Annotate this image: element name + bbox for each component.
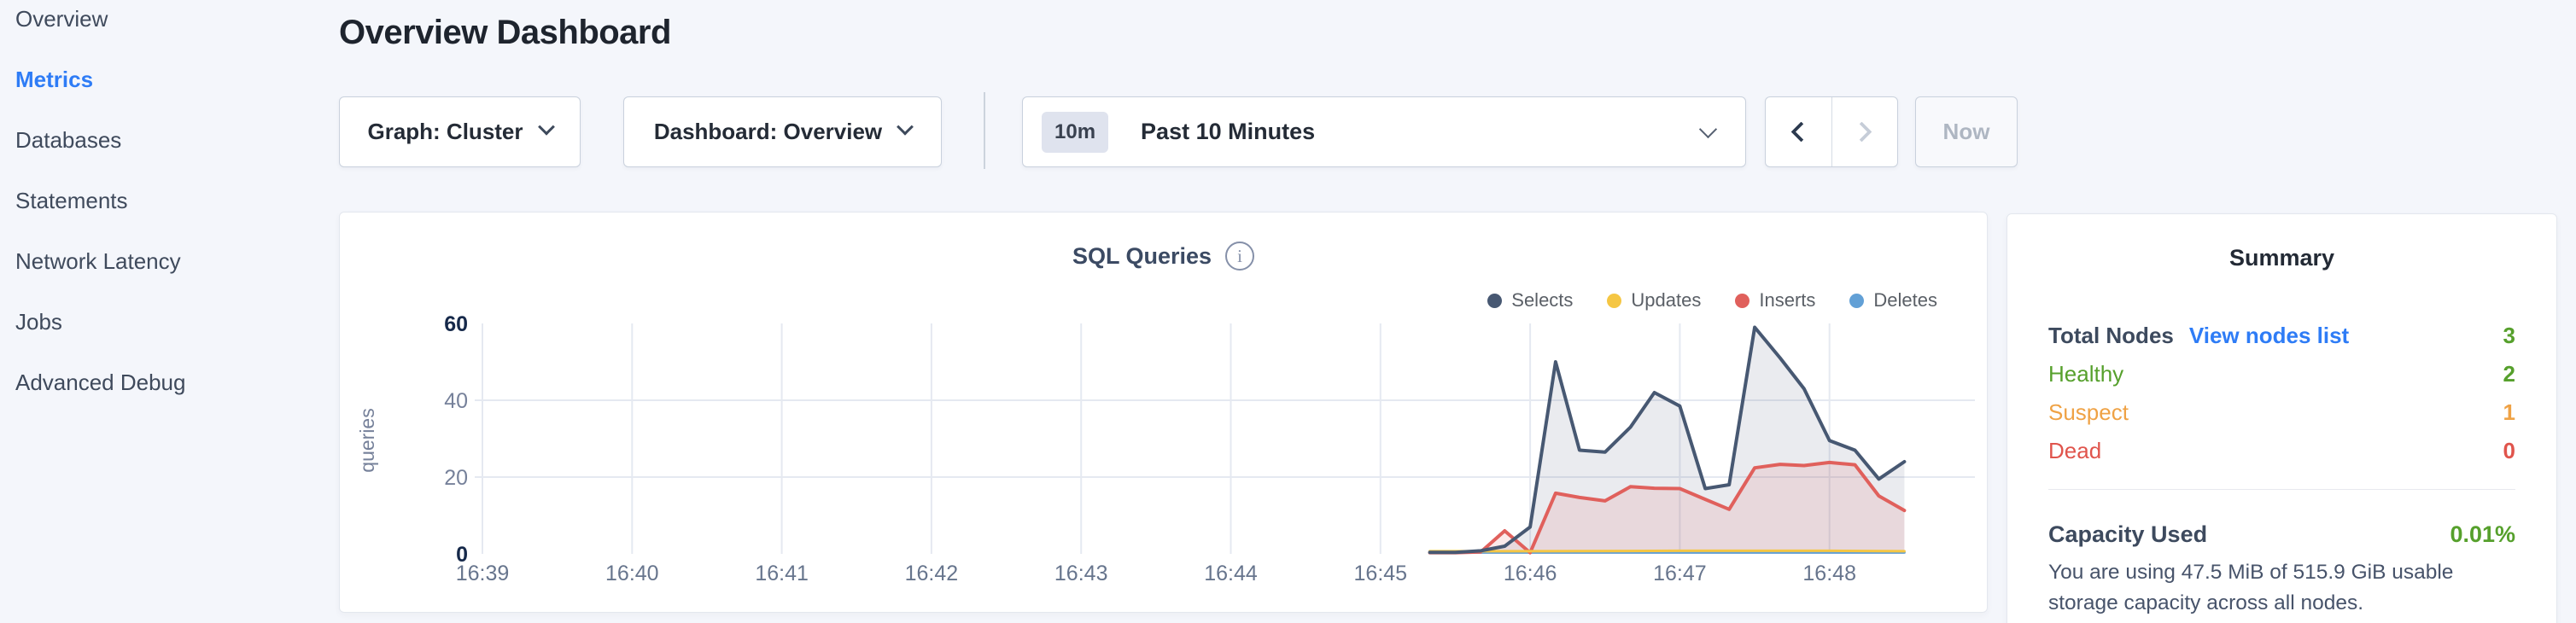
- legend-label: Selects: [1511, 289, 1574, 311]
- summary-panel: Summary Total Nodes View nodes list 3 Healt…: [2006, 213, 2557, 623]
- summary-row-label: Healthy: [2048, 361, 2124, 387]
- prev-interval-button[interactable]: [1766, 97, 1831, 166]
- summary-node-rows: Total Nodes View nodes list 3 Healthy 2 Suspe…: [2048, 317, 2515, 470]
- legend-label: Inserts: [1759, 289, 1816, 311]
- chart-title: SQL Queries: [1072, 242, 1212, 269]
- summary-row-value: 0: [2503, 438, 2515, 463]
- capacity-used-label: Capacity Used: [2048, 521, 2208, 547]
- sql-queries-chart[interactable]: 0 20 40 60 16:39 16:40 16:41 16:42 16:43 16:44 16:…: [340, 213, 1989, 614]
- legend-dot-icon: [1487, 293, 1503, 308]
- legend-item-selects[interactable]: Selects: [1487, 289, 1573, 312]
- x-tick-label: 16:42: [905, 562, 959, 585]
- chevron-right-icon: [1851, 121, 1872, 143]
- summary-row-value: 1: [2503, 399, 2515, 425]
- chart-legend: Selects Updates Inserts Deletes: [1487, 289, 1937, 312]
- time-window-badge: 10m: [1042, 111, 1109, 153]
- y-tick-label: 40: [444, 389, 468, 413]
- next-interval-button[interactable]: [1831, 97, 1898, 166]
- legend-item-updates[interactable]: Updates: [1607, 289, 1701, 312]
- summary-row-healthy: Healthy 2: [2048, 355, 2515, 393]
- sidebar-item-databases[interactable]: Databases: [15, 127, 122, 153]
- y-tick-label: 0: [456, 543, 468, 567]
- x-tick-label: 16:45: [1354, 562, 1408, 585]
- x-tick-label: 16:43: [1054, 562, 1108, 585]
- sql-queries-chart-panel: SQL Queries i Selects Updates Inserts Delet…: [339, 212, 1988, 613]
- legend-item-inserts[interactable]: Inserts: [1735, 289, 1815, 312]
- sidebar-item-overview[interactable]: Overview: [15, 6, 108, 32]
- sidebar-item-network-latency[interactable]: Network Latency: [15, 248, 181, 274]
- y-tick-label: 20: [444, 466, 468, 490]
- chevron-down-icon: [1698, 119, 1718, 139]
- summary-row-total-nodes: Total Nodes View nodes list 3: [2048, 317, 2515, 355]
- graph-selector-dropdown[interactable]: Graph: Cluster: [339, 96, 581, 167]
- series-line-inserts: [1428, 460, 1907, 555]
- x-tick-label: 16:48: [1802, 562, 1856, 585]
- series-fill-inserts: [1429, 462, 1905, 554]
- dashboard-selector-label: Dashboard: Overview: [653, 119, 883, 144]
- sidebar-item-metrics[interactable]: Metrics: [15, 67, 94, 92]
- series-line-selects: [1428, 325, 1907, 555]
- summary-row-value: 2: [2503, 361, 2515, 387]
- legend-dot-icon: [1607, 293, 1622, 308]
- x-tick-label: 16:41: [755, 562, 809, 585]
- summary-row-suspect: Suspect 1: [2048, 393, 2515, 432]
- view-nodes-list-link[interactable]: View nodes list: [2188, 323, 2350, 348]
- summary-row-dead: Dead 0: [2048, 432, 2515, 470]
- series-line-updates: [1428, 549, 1906, 553]
- sidebar-item-advanced-debug[interactable]: Advanced Debug: [15, 370, 186, 395]
- info-icon[interactable]: i: [1225, 242, 1255, 271]
- now-button[interactable]: Now: [1915, 96, 2018, 167]
- series-fill-selects: [1429, 327, 1905, 554]
- chevron-down-icon: [537, 118, 555, 136]
- y-tick-label: 60: [444, 312, 468, 336]
- graph-selector-label: Graph: Cluster: [367, 119, 523, 144]
- controls-divider: [984, 92, 985, 169]
- sidebar-nav: Overview Metrics Databases Statements Networ…: [0, 0, 333, 413]
- now-button-label: Now: [1942, 119, 1990, 144]
- time-window-dropdown[interactable]: 10m Past 10 Minutes: [1022, 96, 1746, 167]
- legend-label: Updates: [1631, 289, 1702, 311]
- sidebar-item-statements[interactable]: Statements: [15, 188, 128, 213]
- legend-item-deletes[interactable]: Deletes: [1849, 289, 1937, 312]
- summary-title: Summary: [2228, 245, 2335, 271]
- sidebar-item-jobs[interactable]: Jobs: [15, 309, 62, 335]
- chevron-down-icon: [897, 118, 914, 136]
- legend-dot-icon: [1849, 293, 1865, 308]
- summary-row-label: Dead: [2048, 438, 2102, 463]
- summary-row-value: 3: [2503, 323, 2515, 348]
- time-window-label: Past 10 Minutes: [1141, 119, 1316, 144]
- x-tick-label: 16:46: [1504, 562, 1557, 585]
- chevron-left-icon: [1790, 121, 1812, 143]
- capacity-used-value: 0.01%: [2450, 521, 2515, 547]
- time-step-button-group: [1765, 96, 1898, 167]
- x-tick-label: 16:39: [456, 562, 510, 585]
- summary-row-label: Suspect: [2048, 399, 2129, 425]
- legend-label: Deletes: [1873, 289, 1937, 311]
- capacity-description: You are using 47.5 MiB of 515.9 GiB usab…: [2048, 561, 2454, 614]
- legend-dot-icon: [1735, 293, 1750, 308]
- summary-row-label: Total Nodes: [2048, 323, 2174, 348]
- x-tick-label: 16:47: [1653, 562, 1707, 585]
- x-tick-label: 16:44: [1204, 562, 1258, 585]
- x-tick-label: 16:40: [605, 562, 659, 585]
- page-title: Overview Dashboard: [339, 14, 671, 51]
- summary-divider: [2048, 489, 2515, 490]
- y-axis-title: queries: [356, 408, 378, 472]
- dashboard-selector-dropdown[interactable]: Dashboard: Overview: [623, 96, 942, 167]
- sidebar: Overview Metrics Databases Statements Networ…: [0, 0, 333, 623]
